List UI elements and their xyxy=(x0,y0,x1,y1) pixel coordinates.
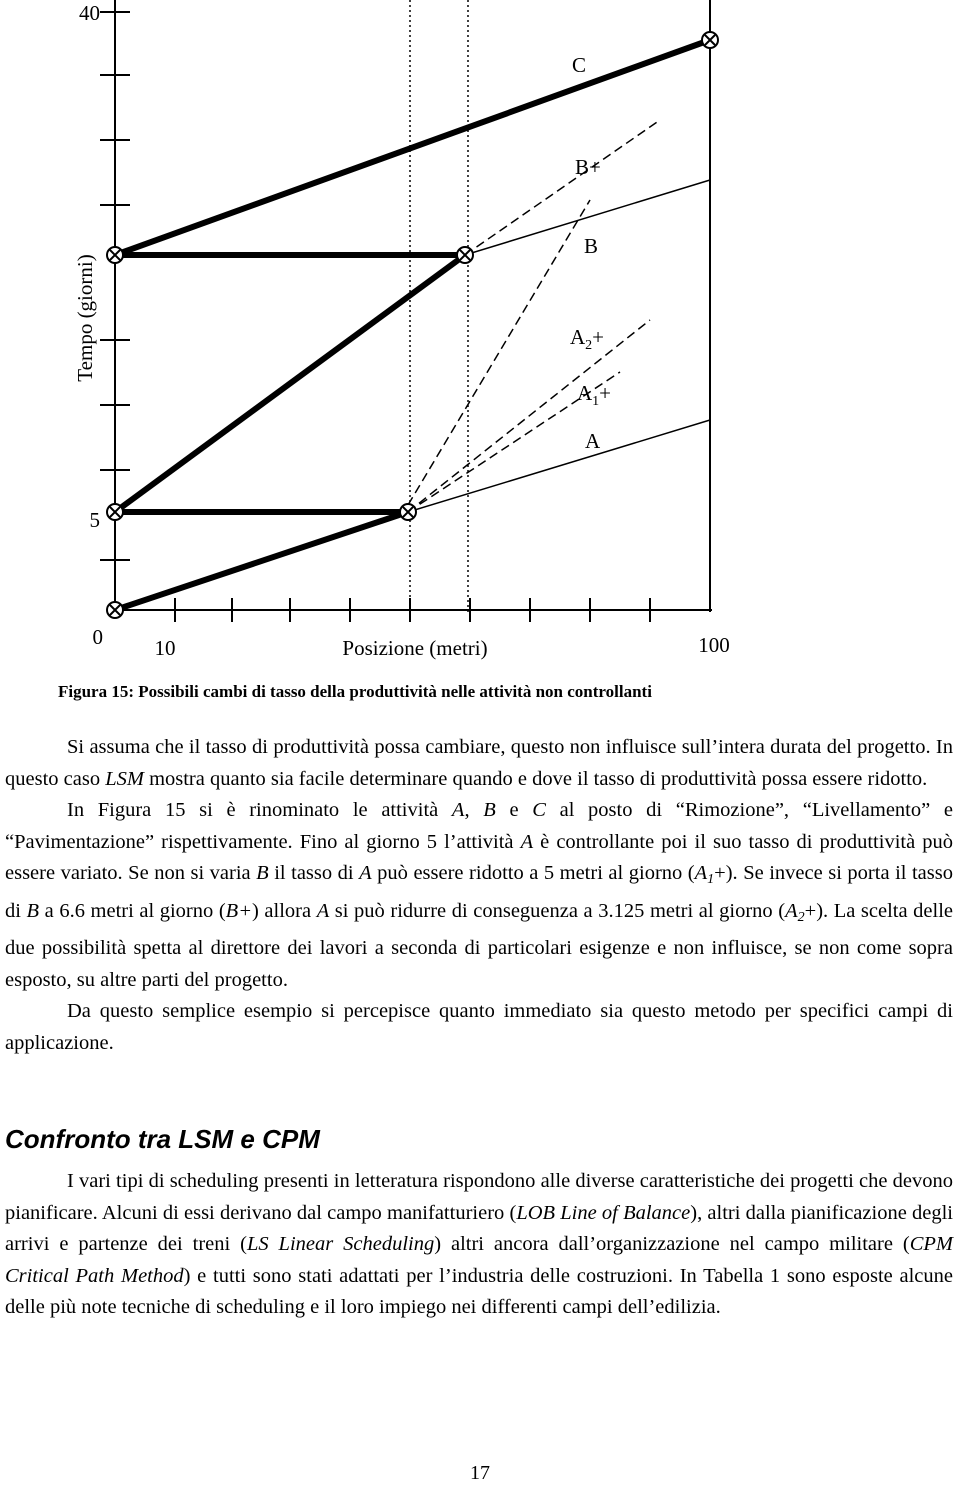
y-tick-label: 5 xyxy=(90,508,101,532)
text-run: + xyxy=(804,899,817,922)
text-run: A xyxy=(520,830,534,853)
text-run: a 6.6 metri al giorno ( xyxy=(39,899,226,922)
text-run: ) e tutti sono stati adattati per l’indu… xyxy=(5,1264,953,1319)
y-tick-label: 0 xyxy=(93,625,104,649)
text-run: 2 xyxy=(797,909,805,925)
text-run: LSM xyxy=(105,767,144,790)
paragraph: I vari tipi di scheduling presenti in le… xyxy=(5,1166,953,1324)
text-run: A xyxy=(785,899,798,922)
text-run: ). La scelta delle due possibilità spett… xyxy=(5,899,954,991)
text-run: , xyxy=(464,799,484,821)
text-run: LOB Line of Balance xyxy=(516,1201,691,1224)
text-run: B+ xyxy=(225,899,253,922)
text-run: Si assuma che il tasso di produttività p… xyxy=(5,736,953,790)
text-run: CPM Critical Path Method xyxy=(5,1233,953,1287)
line-label: B xyxy=(584,234,598,258)
text-run: A xyxy=(694,862,708,884)
axes xyxy=(100,0,712,622)
section-heading: Confronto tra LSM e CPM xyxy=(5,1124,320,1154)
line-label-part: 2 xyxy=(585,338,592,353)
text-run: si può ridurre di conseguenza a 3.125 me… xyxy=(329,899,786,922)
line-label-part: + xyxy=(599,381,611,405)
text-run: A xyxy=(359,862,372,884)
text-run: B xyxy=(483,799,496,821)
text-run: A xyxy=(451,799,465,821)
text-run: ), altri dalla pianificazione degli arri… xyxy=(5,1201,953,1256)
text-run: il tasso di xyxy=(268,862,360,884)
text-run: può essere ridotto a 5 metri al giorno ( xyxy=(371,862,695,884)
line-label: A2+ xyxy=(570,325,604,353)
x-tick-label: 10 xyxy=(155,636,176,660)
text-run: e xyxy=(495,799,533,821)
line-label: B+ xyxy=(575,155,601,179)
text-run: mostra quanto sia facile determinare qua… xyxy=(143,767,928,790)
line-label: A xyxy=(585,429,601,453)
paragraph: Da questo semplice esempio si percepisce… xyxy=(5,996,953,1059)
text-run: C xyxy=(532,799,546,821)
line-label-part: B xyxy=(584,234,598,258)
line-label-part: C xyxy=(572,53,586,77)
schedule-lines xyxy=(113,37,712,613)
text-run: ) altri ancora dall’organizzazione nel c… xyxy=(434,1233,910,1255)
text-run: B xyxy=(256,862,269,884)
page-number: 17 xyxy=(470,1462,490,1484)
text-run: 1 xyxy=(707,872,715,887)
y-axis-label: Tempo (giorni) xyxy=(73,254,97,381)
text-run: + xyxy=(714,862,726,884)
line-label-part: B+ xyxy=(575,155,601,179)
body-text: I vari tipi di scheduling presenti in le… xyxy=(5,1166,953,1324)
x-axis-label: Posizione (metri) xyxy=(342,636,487,660)
text-run: A xyxy=(316,899,330,922)
text-run: è controllante poi il suo tasso di produ… xyxy=(5,830,953,885)
text-run: I vari tipi di scheduling presenti in le… xyxy=(5,1170,953,1224)
text-run: B xyxy=(26,899,40,922)
line-labels: CB+BA2+A1+A xyxy=(570,53,611,453)
text-run: Da questo semplice esempio si percepisce… xyxy=(5,1000,953,1054)
y-tick-label: 40 xyxy=(79,1,100,25)
line-label-part: A xyxy=(585,429,601,453)
line-label-part: A xyxy=(577,381,593,405)
x-tick-label: 100 xyxy=(698,633,730,657)
figure-caption: Figura 15: Possibili cambi di tasso dell… xyxy=(58,682,652,701)
figure: 40 5 0 10 100 Posizione (metri) Tempo (g… xyxy=(73,0,730,660)
text-run: ). Se invece si porta il tasso di xyxy=(5,862,953,922)
text-run: al posto di “Rimozione”, “Livellamento” … xyxy=(5,799,953,853)
text-run: ) allora xyxy=(252,899,317,922)
markers xyxy=(106,31,719,619)
text-run: In Figura 15 si è rinominato le attività xyxy=(67,799,452,821)
paragraph: Si assuma che il tasso di produttività p… xyxy=(5,732,953,795)
line-label: C xyxy=(572,53,586,77)
line-label-part: + xyxy=(592,325,604,349)
body-text: Si assuma che il tasso di produttività p… xyxy=(5,732,953,1059)
text-run: LS Linear Scheduling xyxy=(246,1233,435,1255)
line-label: A1+ xyxy=(577,381,611,409)
line-label-part: A xyxy=(570,325,586,349)
paragraph: In Figura 15 si è rinominato le attività… xyxy=(5,795,953,996)
line-label-part: 1 xyxy=(592,394,599,409)
